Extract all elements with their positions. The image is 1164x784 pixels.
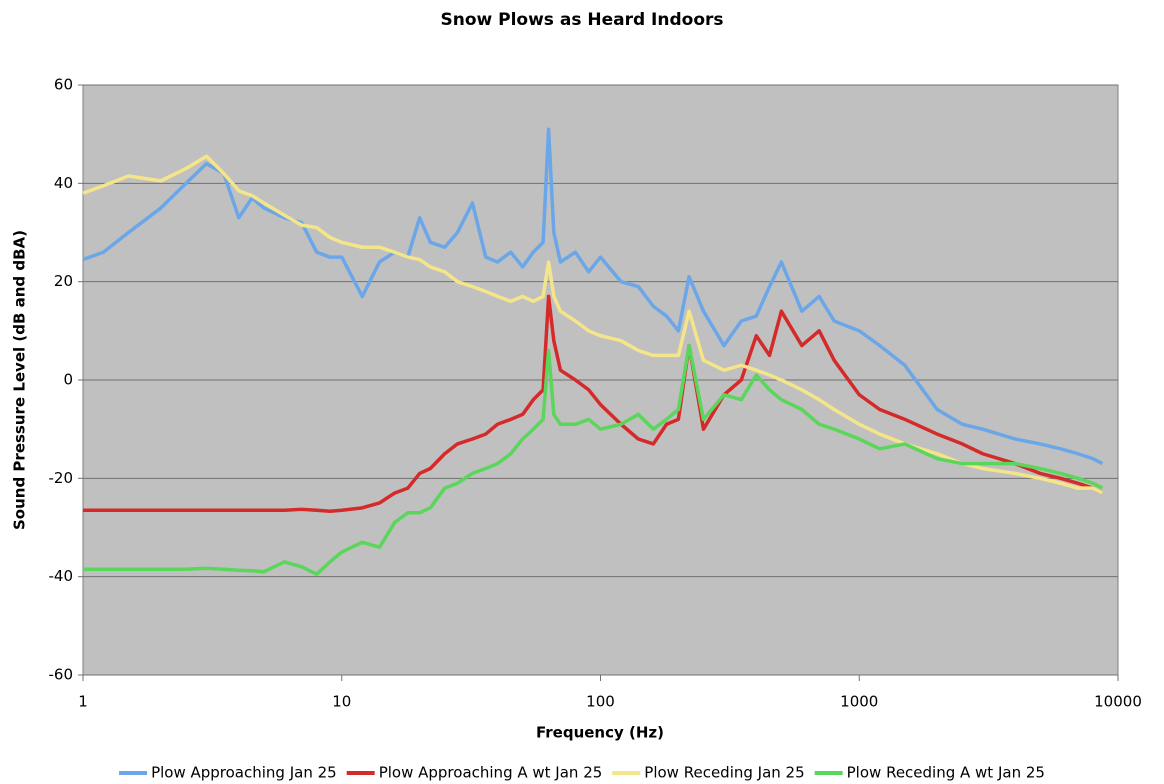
y-tick-label: 40 xyxy=(54,174,73,192)
x-tick-label: 10000 xyxy=(1094,693,1142,711)
legend-label: Plow Receding A wt Jan 25 xyxy=(847,764,1045,782)
legend-label: Plow Approaching A wt Jan 25 xyxy=(379,764,603,782)
series-line xyxy=(83,294,1104,514)
legend-label: Plow Approaching Jan 25 xyxy=(151,764,337,782)
series-line xyxy=(82,154,1104,495)
y-tick-label: -20 xyxy=(49,469,74,487)
y-tick-label: 60 xyxy=(54,76,73,94)
x-tick-label: 10 xyxy=(332,693,351,711)
y-tick-label: 20 xyxy=(54,272,73,290)
x-tick-label: 100 xyxy=(586,693,615,711)
y-tick-label: 0 xyxy=(63,371,73,389)
y-tick-label: -60 xyxy=(49,666,74,684)
chart-title: Snow Plows as Heard Indoors xyxy=(440,10,723,30)
x-tick-label: 1 xyxy=(78,693,88,711)
series-line xyxy=(83,343,1104,576)
legend: Plow Approaching Jan 25 Plow Approaching … xyxy=(119,764,1045,782)
y-axis-label: Sound Pressure Level (dB and dBA) xyxy=(11,230,29,530)
y-tick-label: -40 xyxy=(49,567,74,585)
x-tick-label: 1000 xyxy=(840,693,878,711)
x-axis-label: Frequency (Hz) xyxy=(536,724,664,742)
legend-label: Plow Receding Jan 25 xyxy=(644,764,804,782)
